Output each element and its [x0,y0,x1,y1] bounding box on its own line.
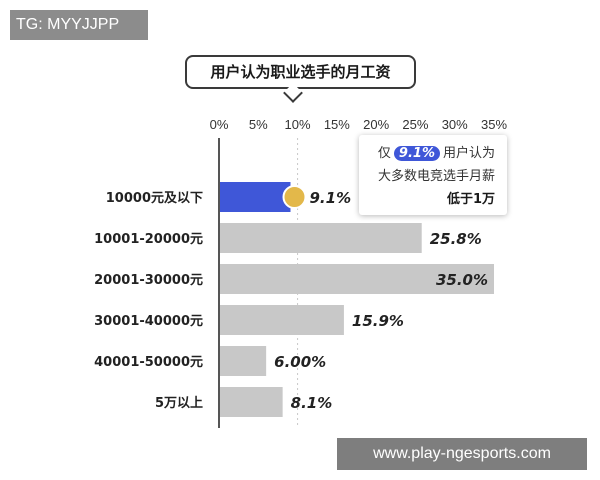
callout-box: 仅 9.1% 用户认为 大多数电竞选手月薪 低于1万 [359,135,507,215]
coin-icon [282,185,307,209]
value-label: 25.8% [430,230,482,248]
bar [220,387,283,417]
category-label: 10001-20000元 [94,232,203,247]
callout-highlight: 9.1% [393,146,440,161]
x-tick-label: 5% [249,117,268,132]
category-label: 20001-30000元 [94,273,203,288]
bar [220,223,422,253]
bar [220,264,494,294]
callout-line-1: 仅 9.1% 用户认为 [378,142,495,161]
value-label: 35.0% [436,271,488,289]
x-tick-label: 20% [363,117,389,132]
category-label: 5万以上 [155,396,203,411]
bar [220,305,344,335]
callout-prefix: 仅 [377,146,391,161]
x-tick-label: 30% [442,117,468,132]
callout-line-2: 大多数电竞选手月薪 [377,169,495,184]
chart-title: 用户认为职业选手的月工资 [185,55,416,89]
x-tick-label: 35% [481,117,507,132]
x-tick-label: 15% [324,117,350,132]
value-label: 8.1% [291,394,333,412]
top-watermark: TG: MYYJJPP [10,10,148,40]
category-label: 40001-50000元 [94,355,203,370]
bar [220,346,267,376]
callout-suffix: 用户认为 [442,146,495,161]
value-label: 15.9% [352,312,404,330]
value-label: 9.1% [310,189,352,207]
x-tick-label: 0% [210,117,229,132]
bottom-watermark: www.play-ngesports.com [337,438,587,470]
bar [220,182,291,212]
category-label: 10000元及以下 [106,191,203,206]
value-label: 6.00% [274,353,326,371]
category-label: 30001-40000元 [94,314,203,329]
callout-line-3: 低于1万 [446,192,495,207]
x-tick-label: 10% [285,117,311,132]
x-tick-label: 25% [402,117,428,132]
